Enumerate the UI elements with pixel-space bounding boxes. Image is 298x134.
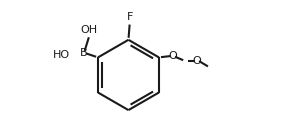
Text: OH: OH [81, 25, 98, 35]
Text: F: F [127, 12, 133, 22]
Text: O: O [168, 51, 177, 61]
Text: HO: HO [53, 50, 70, 60]
Text: O: O [192, 56, 201, 66]
Text: B: B [80, 48, 88, 58]
